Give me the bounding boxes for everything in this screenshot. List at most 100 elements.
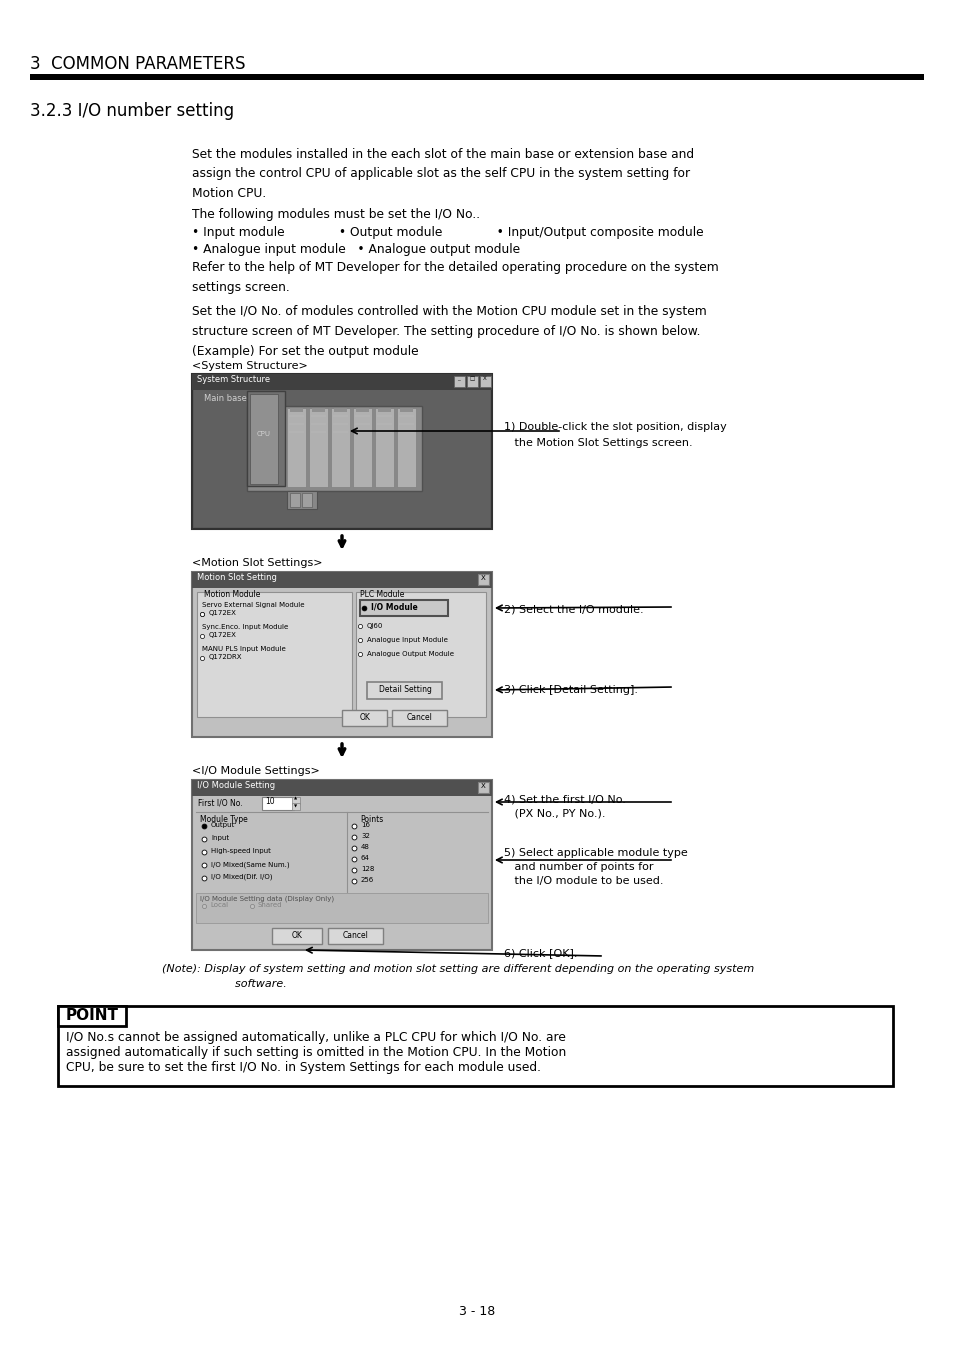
Bar xyxy=(192,572,492,589)
Text: X: X xyxy=(482,377,486,381)
Text: <I/O Module Settings>: <I/O Module Settings> xyxy=(192,765,319,776)
Bar xyxy=(331,408,350,487)
Text: 32: 32 xyxy=(360,833,370,838)
Text: Sync.Enco. Input Module: Sync.Enco. Input Module xyxy=(202,624,288,630)
Text: Motion Module: Motion Module xyxy=(204,590,260,599)
Text: Q172EX: Q172EX xyxy=(209,610,236,616)
Text: Set the I/O No. of modules controlled with the Motion CPU module set in the syst: Set the I/O No. of modules controlled wi… xyxy=(192,305,706,338)
Text: Output: Output xyxy=(211,822,235,828)
Bar xyxy=(392,710,447,726)
Bar xyxy=(30,74,923,80)
Text: Points: Points xyxy=(359,815,383,824)
Bar xyxy=(58,1006,892,1085)
Text: QJ60: QJ60 xyxy=(367,622,383,629)
Bar xyxy=(287,491,316,509)
Bar xyxy=(302,493,312,508)
Text: ▼: ▼ xyxy=(294,805,297,809)
Text: assigned automatically if such setting is omitted in the Motion CPU. In the Moti: assigned automatically if such setting i… xyxy=(66,1046,566,1058)
Bar xyxy=(359,599,448,616)
Bar xyxy=(192,572,492,737)
Text: Analogue Input Module: Analogue Input Module xyxy=(367,637,447,643)
Text: 1) Double-click the slot position, display: 1) Double-click the slot position, displ… xyxy=(503,423,726,432)
Text: I/O Mixed(Dif. I/O): I/O Mixed(Dif. I/O) xyxy=(211,873,273,880)
Bar xyxy=(375,408,394,487)
Text: Set the modules installed in the each slot of the main base or extension base an: Set the modules installed in the each sl… xyxy=(192,148,694,200)
Text: 128: 128 xyxy=(360,865,374,872)
Text: First I/O No.: First I/O No. xyxy=(198,799,242,809)
Text: High-speed Input: High-speed Input xyxy=(211,848,271,855)
Text: Shared: Shared xyxy=(257,902,282,909)
Text: (PX No., PY No.).: (PX No., PY No.). xyxy=(503,809,605,818)
Text: 3) Click [Detail Setting].: 3) Click [Detail Setting]. xyxy=(503,684,638,695)
Bar xyxy=(396,408,416,487)
Text: 64: 64 xyxy=(360,855,370,861)
Text: and number of points for: and number of points for xyxy=(503,863,653,872)
Bar xyxy=(196,593,352,717)
Text: 3.2.3 I/O number setting: 3.2.3 I/O number setting xyxy=(30,103,233,120)
Text: CPU: CPU xyxy=(256,431,271,437)
Text: Analogue Output Module: Analogue Output Module xyxy=(367,651,454,657)
Text: I/O Module Setting data (Display Only): I/O Module Setting data (Display Only) xyxy=(200,896,334,903)
Text: ▲: ▲ xyxy=(294,796,297,801)
Text: <System Structure>: <System Structure> xyxy=(192,360,308,371)
Bar xyxy=(272,927,322,944)
Bar xyxy=(287,408,306,487)
Text: (Note): Display of system setting and motion slot setting are different dependin: (Note): Display of system setting and mo… xyxy=(162,964,754,973)
Bar xyxy=(334,408,347,412)
Bar xyxy=(290,493,299,508)
Bar xyxy=(247,392,285,486)
Text: Main base: Main base xyxy=(204,394,247,404)
Bar xyxy=(58,1006,126,1026)
Text: Detail Setting: Detail Setting xyxy=(378,686,431,694)
Text: POINT: POINT xyxy=(66,1008,118,1023)
Bar xyxy=(195,892,488,923)
Text: the Motion Slot Settings screen.: the Motion Slot Settings screen. xyxy=(503,437,692,448)
Text: Module Type: Module Type xyxy=(200,815,248,824)
Text: Servo External Signal Module: Servo External Signal Module xyxy=(202,602,304,608)
Text: software.: software. xyxy=(200,979,287,990)
Bar xyxy=(353,408,372,487)
Bar xyxy=(341,710,387,726)
Text: 3 - 18: 3 - 18 xyxy=(458,1305,495,1318)
Text: 256: 256 xyxy=(360,878,374,883)
Text: Q172EX: Q172EX xyxy=(209,632,236,639)
Bar xyxy=(262,796,294,810)
Text: Cancel: Cancel xyxy=(407,714,433,722)
Text: the I/O module to be used.: the I/O module to be used. xyxy=(503,876,662,886)
Bar xyxy=(477,782,489,792)
Text: 5) Select applicable module type: 5) Select applicable module type xyxy=(503,848,687,859)
Bar xyxy=(193,390,490,526)
Text: 3  COMMON PARAMETERS: 3 COMMON PARAMETERS xyxy=(30,55,245,73)
Text: I/O Module: I/O Module xyxy=(371,602,417,612)
Bar xyxy=(312,408,325,412)
Text: I/O No.s cannot be assigned automatically, unlike a PLC CPU for which I/O No. ar: I/O No.s cannot be assigned automaticall… xyxy=(66,1031,565,1044)
Text: System Structure: System Structure xyxy=(196,375,270,383)
Text: I/O Mixed(Same Num.): I/O Mixed(Same Num.) xyxy=(211,861,290,868)
Text: Local: Local xyxy=(210,902,228,909)
Bar xyxy=(192,374,492,390)
Text: Cancel: Cancel xyxy=(343,931,369,941)
Text: X: X xyxy=(480,575,485,580)
Bar xyxy=(477,574,489,585)
Bar xyxy=(355,593,485,717)
Bar xyxy=(250,394,277,485)
Text: Input: Input xyxy=(211,836,229,841)
Bar xyxy=(367,682,441,699)
Text: 2) Select the I/O module.: 2) Select the I/O module. xyxy=(503,605,643,616)
Bar xyxy=(192,780,492,796)
Text: OK: OK xyxy=(359,714,370,722)
Text: <Motion Slot Settings>: <Motion Slot Settings> xyxy=(192,558,322,568)
Bar xyxy=(290,408,303,412)
Text: MANU PLS Input Module: MANU PLS Input Module xyxy=(202,647,286,652)
Bar xyxy=(479,377,491,387)
Text: PLC Module: PLC Module xyxy=(359,590,404,599)
Bar xyxy=(399,408,413,412)
Text: I/O Module Setting: I/O Module Setting xyxy=(196,782,274,790)
Bar xyxy=(192,780,492,950)
Bar xyxy=(309,408,328,487)
Bar xyxy=(192,374,492,529)
Bar xyxy=(328,927,382,944)
Text: 6) Click [OK].: 6) Click [OK]. xyxy=(503,948,577,958)
Bar xyxy=(377,408,391,412)
Text: □: □ xyxy=(470,377,475,381)
